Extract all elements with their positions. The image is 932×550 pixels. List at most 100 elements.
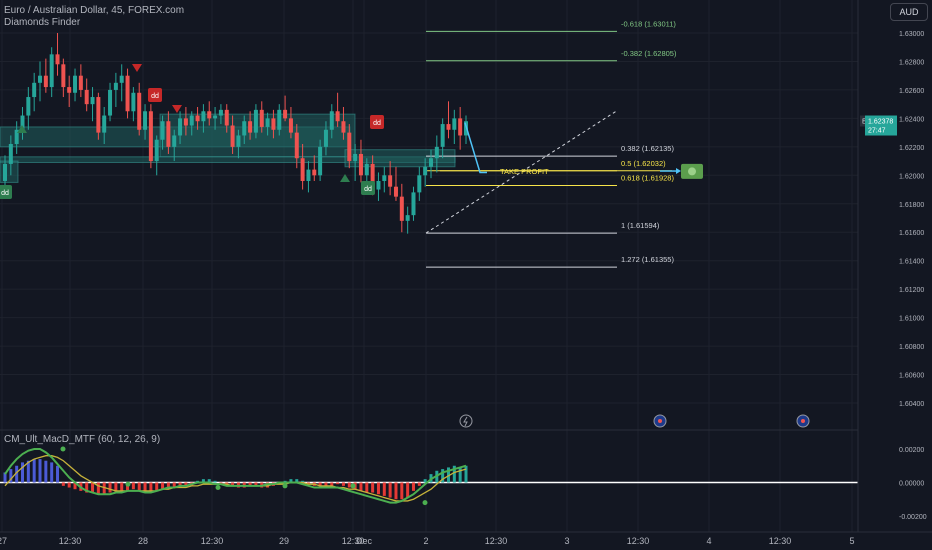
macd-histogram-bar bbox=[452, 465, 456, 483]
fibonacci-levels: -0.618 (1.63011) -0.382 (1.62805) 0.382 (1… bbox=[426, 19, 677, 268]
macd-histogram-bar bbox=[161, 482, 165, 490]
candle-body bbox=[108, 89, 113, 116]
candle-body bbox=[335, 111, 340, 122]
candle-body bbox=[388, 175, 393, 187]
zone-box bbox=[0, 160, 19, 183]
macd-histogram-bar bbox=[318, 482, 322, 488]
candle-body bbox=[323, 129, 328, 147]
macd-histogram-bar bbox=[149, 482, 153, 493]
candle-body bbox=[49, 54, 54, 88]
macd-legend[interactable]: CM_Ult_MacD_MTF (60, 12, 26, 9) bbox=[4, 434, 161, 445]
macd-histogram-bar bbox=[359, 482, 363, 491]
macd-histogram-bar bbox=[61, 482, 65, 486]
candle-body bbox=[393, 186, 398, 197]
macd-histogram-bar bbox=[411, 482, 415, 491]
price-tick-label: 1.60600 bbox=[899, 373, 924, 380]
dd-buy-marker bbox=[0, 185, 12, 199]
macd-histogram-bar bbox=[21, 462, 25, 483]
indicator-legend[interactable]: Diamonds Finder bbox=[4, 17, 81, 28]
candle-body bbox=[405, 215, 410, 221]
macd-histogram-bar bbox=[126, 482, 130, 491]
fib-level-label: 0.5 (1.62032) bbox=[621, 159, 666, 168]
macd-histogram-bar bbox=[248, 482, 252, 486]
candle-body bbox=[364, 163, 369, 176]
candle-body bbox=[224, 109, 229, 126]
candle-body bbox=[341, 121, 346, 133]
macd-histogram-bar bbox=[131, 482, 135, 490]
candle-body bbox=[207, 111, 212, 119]
macd-pane bbox=[0, 429, 858, 506]
fib-level-label: 0.382 (1.62135) bbox=[621, 144, 674, 153]
macd-histogram-bar bbox=[371, 482, 375, 493]
fib-level-label: -0.618 (1.63011) bbox=[621, 19, 676, 28]
candle-body bbox=[3, 163, 7, 181]
macd-histogram-bar bbox=[56, 465, 60, 483]
candle-body bbox=[61, 64, 66, 88]
macd-histogram-bar bbox=[38, 459, 42, 483]
trend-line bbox=[425, 110, 618, 234]
macd-histogram-bar bbox=[201, 479, 205, 483]
macd-histogram-bar bbox=[73, 482, 77, 490]
candle-body bbox=[90, 97, 95, 105]
candle-body bbox=[248, 121, 253, 133]
macd-histogram-bar bbox=[382, 482, 386, 496]
macd-histogram-bar bbox=[394, 482, 398, 500]
candle-body bbox=[423, 166, 428, 176]
macd-histogram-bar bbox=[50, 462, 54, 483]
candle-body bbox=[376, 181, 381, 190]
candle-body bbox=[277, 109, 282, 130]
candle-body bbox=[178, 118, 183, 136]
macd-histogram-bar bbox=[295, 479, 299, 483]
symbol-legend[interactable]: Euro / Australian Dollar, 45, FOREX.com bbox=[4, 5, 185, 16]
triangle-down-marker bbox=[132, 64, 142, 72]
candle-body bbox=[137, 92, 142, 130]
candle-body bbox=[288, 118, 293, 133]
price-tick-label: 1.62000 bbox=[899, 173, 924, 180]
candle-body bbox=[353, 153, 358, 162]
candle-body bbox=[318, 146, 323, 176]
fib-level-label: 0.618 (1.61928) bbox=[621, 174, 674, 183]
macd-histogram-bar bbox=[120, 482, 124, 491]
macd-histogram-bar bbox=[254, 482, 258, 486]
price-tick-label: 1.61600 bbox=[899, 230, 924, 237]
time-tick-label: 12:30 bbox=[627, 536, 650, 546]
arrow-icon bbox=[464, 122, 487, 174]
candle-body bbox=[329, 111, 334, 130]
signal-markers: dd dd dd dd bbox=[0, 64, 810, 428]
candle-body bbox=[148, 111, 153, 162]
dd-sell-marker bbox=[148, 88, 162, 102]
candle-body bbox=[358, 153, 363, 176]
fib-level-label: 1.272 (1.61355) bbox=[621, 255, 674, 264]
macd-histogram-bar bbox=[341, 482, 345, 486]
candle-body bbox=[102, 115, 107, 133]
time-tick-label: 4 bbox=[706, 536, 711, 546]
price-tick-label: 1.62800 bbox=[899, 59, 924, 66]
currency-button[interactable]: AUD bbox=[890, 3, 928, 21]
candle-body bbox=[213, 115, 218, 119]
candle-body bbox=[411, 192, 416, 216]
macd-histogram-bar bbox=[32, 459, 36, 483]
candle-body bbox=[294, 132, 299, 159]
macd-histogram-bar bbox=[306, 482, 310, 485]
candle-body bbox=[434, 146, 439, 159]
candle-body bbox=[300, 158, 305, 181]
macd-histogram-bar bbox=[67, 482, 71, 488]
macd-histogram-bar bbox=[143, 482, 147, 493]
price-tick-label: 1.61000 bbox=[899, 316, 924, 323]
triangle-up-marker bbox=[17, 125, 27, 133]
macd-histogram-bar bbox=[213, 480, 217, 483]
macd-histogram-bar bbox=[184, 482, 188, 486]
macd-histogram-bar bbox=[423, 479, 427, 483]
candle-body bbox=[43, 75, 48, 88]
macd-histogram-bar bbox=[336, 482, 340, 485]
candle-body bbox=[242, 121, 247, 136]
candle-body bbox=[458, 118, 463, 136]
macd-histogram-bar bbox=[166, 482, 170, 490]
dd-buy-label: dd bbox=[1, 190, 9, 197]
candle-body bbox=[259, 109, 264, 127]
macd-histogram-bar bbox=[102, 482, 106, 495]
candle-body bbox=[370, 163, 375, 190]
candle-body bbox=[271, 118, 276, 130]
price-tick-label: 1.62600 bbox=[899, 88, 924, 95]
